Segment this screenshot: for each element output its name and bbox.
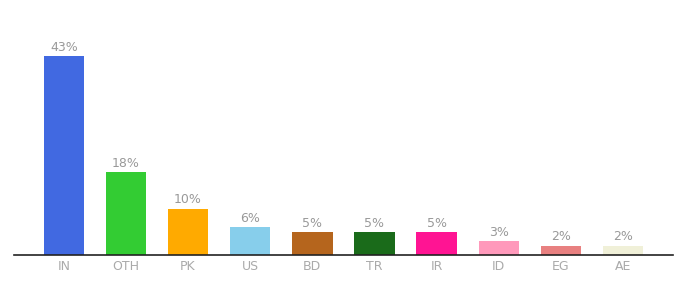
- Text: 3%: 3%: [489, 226, 509, 239]
- Bar: [541, 246, 581, 255]
- Bar: [479, 241, 519, 255]
- Text: 5%: 5%: [303, 217, 322, 230]
- Text: 2%: 2%: [551, 230, 571, 243]
- Bar: [603, 246, 643, 255]
- Text: 18%: 18%: [112, 157, 140, 169]
- Bar: [230, 227, 271, 255]
- Bar: [168, 209, 208, 255]
- Bar: [416, 232, 457, 255]
- Bar: [105, 172, 146, 255]
- Bar: [292, 232, 333, 255]
- Bar: [44, 56, 84, 255]
- Text: 43%: 43%: [50, 41, 78, 54]
- Text: 6%: 6%: [240, 212, 260, 225]
- Text: 5%: 5%: [364, 217, 384, 230]
- Text: 5%: 5%: [426, 217, 447, 230]
- Bar: [354, 232, 394, 255]
- Text: 2%: 2%: [613, 230, 633, 243]
- Text: 10%: 10%: [174, 194, 202, 206]
